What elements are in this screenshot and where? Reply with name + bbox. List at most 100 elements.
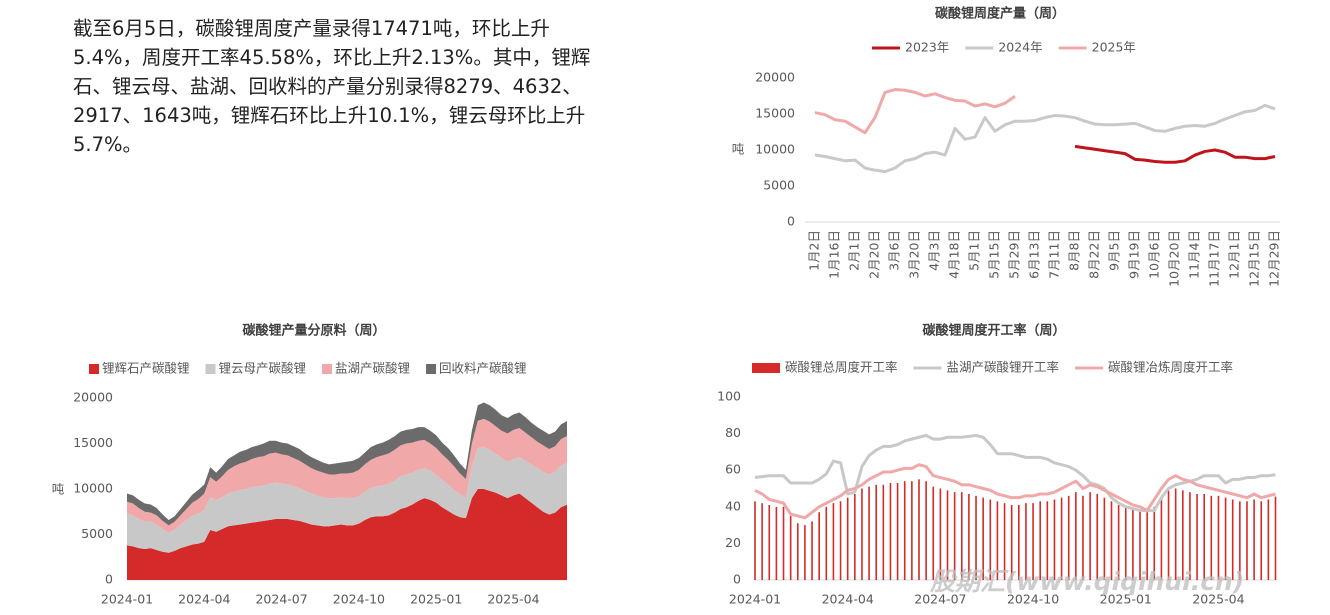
y-tick-label: 15000 bbox=[73, 435, 113, 450]
y-tick-label: 0 bbox=[105, 572, 113, 587]
y-tick-label: 20000 bbox=[73, 390, 113, 405]
x-tick-label: 3月6日 bbox=[887, 230, 902, 271]
bar bbox=[1117, 504, 1120, 580]
legend-swatch bbox=[426, 364, 437, 374]
bar bbox=[1196, 493, 1198, 580]
bar bbox=[1089, 492, 1091, 580]
bar bbox=[882, 484, 885, 580]
bar bbox=[875, 484, 878, 580]
y-tick-label: 0 bbox=[787, 214, 795, 229]
bar bbox=[1160, 497, 1163, 580]
line-series bbox=[1074, 144, 1276, 164]
y-tick-label: 15000 bbox=[755, 106, 795, 121]
bar bbox=[1039, 501, 1041, 580]
bar bbox=[1189, 492, 1191, 580]
area-series bbox=[127, 402, 567, 526]
y-axis-title: 吨 bbox=[52, 482, 65, 497]
bar bbox=[1139, 510, 1141, 580]
legend-label: 2025年 bbox=[1092, 40, 1136, 55]
bar bbox=[1174, 488, 1177, 580]
bar bbox=[975, 495, 977, 580]
bar bbox=[968, 493, 970, 580]
line-series bbox=[754, 463, 1276, 520]
area-series bbox=[127, 489, 567, 580]
x-tick-label: 12月1日 bbox=[1227, 230, 1242, 279]
x-tick-label: 4月3日 bbox=[927, 230, 942, 271]
x-tick-label: 2024-01 bbox=[101, 592, 153, 607]
bar bbox=[925, 481, 927, 580]
x-tick-label: 2月1日 bbox=[847, 230, 862, 271]
y-tick-label: 40 bbox=[725, 498, 741, 513]
x-tick-label: 2025-04 bbox=[1192, 592, 1244, 607]
bar bbox=[1210, 495, 1213, 580]
bar bbox=[754, 501, 756, 580]
bar bbox=[825, 506, 828, 580]
line-series bbox=[814, 88, 1016, 135]
x-tick-label: 5月15日 bbox=[987, 230, 1002, 279]
bar bbox=[1046, 501, 1049, 580]
bar bbox=[1231, 499, 1234, 580]
y-tick-label: 5000 bbox=[763, 178, 795, 193]
bar bbox=[982, 497, 984, 580]
legend-label: 碳酸锂总周度开工率 bbox=[785, 360, 898, 375]
bar bbox=[1267, 499, 1270, 580]
bar bbox=[1082, 495, 1084, 580]
bar bbox=[804, 525, 806, 580]
bar bbox=[1010, 504, 1013, 580]
x-tick-label: 5月29日 bbox=[1007, 230, 1022, 279]
x-tick-label: 1月16日 bbox=[827, 230, 842, 279]
bar bbox=[782, 506, 785, 580]
x-tick-label: 1月2日 bbox=[807, 230, 822, 271]
x-tick-label: 2月20日 bbox=[867, 230, 882, 279]
y-tick-label: 10000 bbox=[755, 142, 795, 157]
bar bbox=[889, 483, 892, 580]
y-axis-title: 吨 bbox=[732, 142, 745, 157]
x-tick-label: 10月6日 bbox=[1147, 230, 1162, 279]
legend-label: 2024年 bbox=[998, 40, 1042, 55]
bar bbox=[946, 490, 949, 580]
x-tick-label: 8月8日 bbox=[1067, 230, 1082, 271]
legend-label: 碳酸锂冶炼周度开工率 bbox=[1108, 360, 1233, 375]
bar bbox=[1132, 508, 1134, 580]
bar bbox=[1103, 497, 1106, 580]
bar bbox=[1153, 506, 1156, 580]
y-tick-label: 60 bbox=[725, 462, 741, 477]
bar bbox=[1003, 503, 1006, 580]
bar bbox=[789, 515, 792, 580]
x-tick-label: 2024-07 bbox=[914, 592, 966, 607]
bar bbox=[868, 486, 870, 580]
bar bbox=[1182, 490, 1184, 580]
bar bbox=[811, 521, 813, 580]
chart-title: 碳酸锂周度产量（周） bbox=[935, 6, 1065, 22]
y-tick-label: 10000 bbox=[73, 481, 113, 496]
watermark: 股期汇(www.qiqihui.cn) bbox=[929, 567, 1244, 596]
bar bbox=[1203, 493, 1205, 580]
x-tick-label: 9月5日 bbox=[1107, 230, 1122, 271]
bar bbox=[918, 479, 920, 580]
bar bbox=[775, 506, 778, 580]
x-tick-label: 5月1日 bbox=[967, 230, 982, 271]
x-tick-label: 2024-10 bbox=[333, 592, 385, 607]
bar bbox=[1217, 495, 1220, 580]
bar bbox=[911, 481, 913, 580]
x-tick-label: 12月29日 bbox=[1267, 230, 1282, 287]
bar bbox=[1067, 495, 1070, 580]
bar bbox=[839, 501, 842, 580]
legend-swatch bbox=[752, 363, 780, 373]
area-series bbox=[127, 418, 567, 533]
bar bbox=[854, 493, 856, 580]
bar bbox=[1110, 501, 1113, 580]
x-tick-label: 2024-04 bbox=[822, 592, 874, 607]
bar bbox=[1167, 490, 1170, 580]
bar bbox=[768, 504, 771, 580]
bar bbox=[1246, 501, 1248, 580]
bar bbox=[1239, 501, 1241, 580]
bar bbox=[1274, 496, 1277, 580]
x-tick-label: 8月22日 bbox=[1087, 230, 1102, 279]
y-tick-label: 5000 bbox=[81, 526, 113, 541]
bar bbox=[818, 512, 820, 580]
bar bbox=[989, 499, 992, 580]
bar bbox=[832, 503, 835, 580]
